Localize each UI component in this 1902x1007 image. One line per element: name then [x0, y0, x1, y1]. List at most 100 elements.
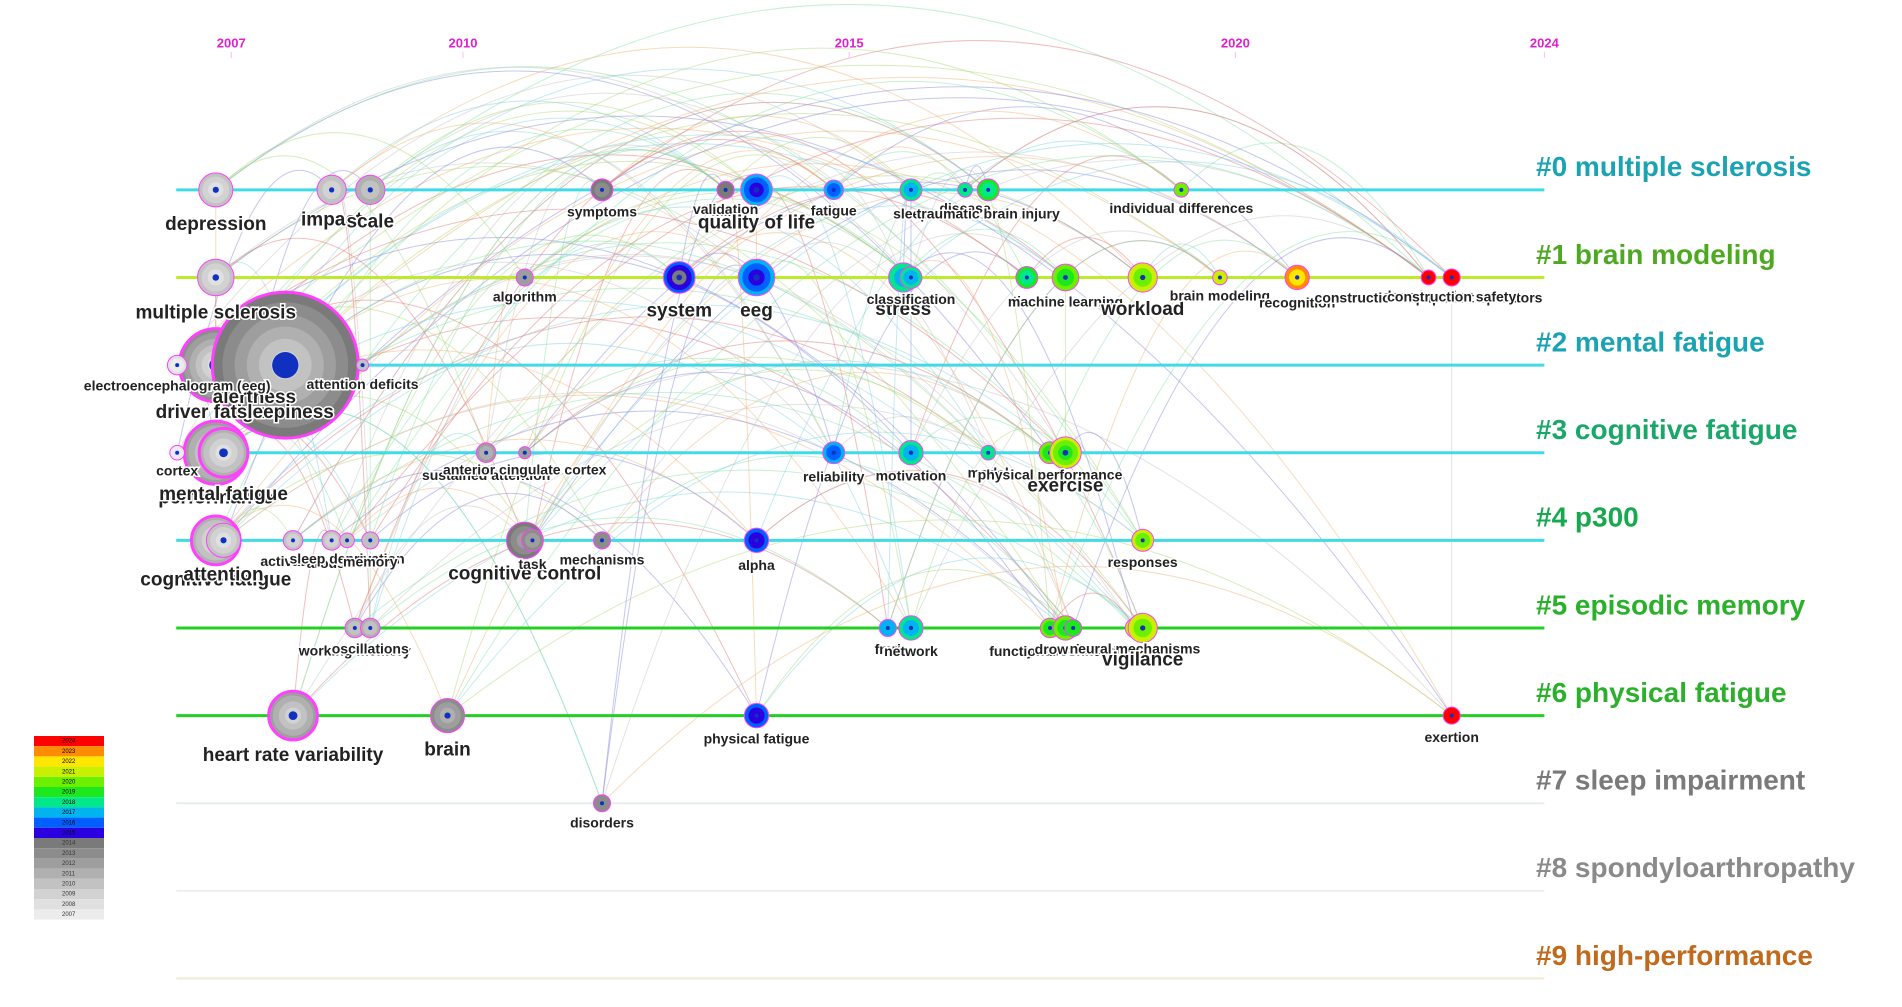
node-label: arousal — [307, 555, 357, 571]
node-label: sleep — [893, 206, 929, 222]
legend-label: 2011 — [62, 871, 76, 877]
node-core — [484, 450, 489, 455]
node-core — [368, 538, 373, 543]
node-label: workload — [1100, 299, 1184, 320]
citation-arc — [346, 362, 1453, 716]
citation-arc — [910, 215, 1429, 629]
citation-arc — [756, 471, 1136, 629]
citation-arc — [524, 150, 835, 453]
citation-arc — [369, 516, 889, 629]
node-core — [986, 450, 991, 455]
citation-arc — [254, 261, 835, 454]
citation-arc — [362, 242, 1144, 541]
node-label: stress — [875, 299, 931, 320]
citation-arc — [369, 101, 757, 191]
citation-arc — [253, 117, 726, 366]
citation-arc — [292, 149, 726, 716]
citation-arc — [292, 101, 989, 541]
citation-arc — [215, 342, 835, 541]
node-label: brain modeling — [1170, 287, 1270, 303]
citation-arc — [369, 403, 1144, 629]
citation-arcs — [176, 4, 1453, 804]
legend-label: 2008 — [62, 902, 76, 908]
citation-arc — [725, 136, 912, 191]
node-label: sleep deprivation — [290, 550, 405, 566]
citation-arc — [362, 92, 989, 366]
legend-swatch — [34, 848, 104, 859]
legend-swatch — [34, 868, 104, 879]
node-label: recognition — [1259, 294, 1335, 310]
node-label: functional connectivity — [989, 643, 1142, 659]
citation-arc — [369, 186, 1028, 541]
node-label: memory — [343, 554, 398, 570]
cluster-label: #7 sleep impairment — [1536, 765, 1805, 796]
node-core — [329, 187, 335, 193]
node-label: responses — [1108, 554, 1178, 570]
citation-arc — [756, 241, 989, 453]
node-core — [1449, 713, 1454, 718]
citation-arc — [756, 569, 1074, 716]
cluster-label: #2 mental fatigue — [1536, 326, 1765, 357]
legend-swatch — [34, 787, 104, 798]
citation-arc — [725, 174, 889, 629]
node-label: model — [968, 465, 1009, 481]
legend-swatch — [34, 756, 104, 767]
node-label: vigilance — [1102, 650, 1183, 671]
node-core — [522, 275, 527, 280]
citation-arc — [833, 151, 1028, 278]
node-label: alertness — [213, 387, 296, 408]
node-label: attention deficits — [307, 376, 419, 392]
citation-arc — [601, 371, 1051, 541]
node-label: dynamics — [1018, 642, 1083, 658]
node-label: classification — [867, 291, 956, 307]
node-label: mental fatigue — [159, 484, 288, 505]
citation-arc — [1049, 231, 1453, 629]
nodes — [166, 172, 1461, 813]
node-core — [599, 801, 604, 806]
citation-arc — [524, 356, 1144, 629]
legend-swatch — [34, 909, 104, 920]
citation-arc — [215, 66, 1144, 541]
node-label: time — [1012, 293, 1041, 309]
citation-arc — [215, 154, 912, 366]
citation-arc — [215, 70, 1051, 454]
citation-arc — [485, 266, 526, 453]
node-core — [352, 625, 357, 630]
node-core — [367, 187, 373, 193]
node-core — [754, 538, 759, 543]
legend-label: 2020 — [62, 779, 76, 785]
citation-arc — [485, 175, 1144, 454]
cluster-label: #3 cognitive fatigue — [1536, 414, 1797, 445]
citation-arc — [292, 149, 726, 716]
node-label: construction equipment operators — [1315, 289, 1543, 305]
citation-arc — [964, 106, 1429, 278]
citation-arc — [292, 469, 757, 716]
citation-arc — [756, 260, 912, 629]
cluster-label: #9 high-performance — [1536, 940, 1813, 971]
node-label: deep learning — [1383, 287, 1474, 303]
citation-arc — [1049, 592, 1136, 629]
labels: 2007 2010 2015 2020 2024 #0 multiple sclerosi… — [34, 35, 1855, 971]
citation-arc — [362, 86, 1452, 366]
node-core — [986, 187, 991, 192]
node-label: exercise — [1027, 476, 1103, 497]
citation-arc — [292, 438, 757, 541]
node-label: fmri — [875, 641, 901, 657]
citation-arc — [223, 304, 1066, 541]
citation-arc — [292, 101, 989, 541]
citation-arc — [346, 80, 1182, 541]
node-label: quality of life — [698, 213, 815, 234]
node-core — [360, 363, 365, 368]
node-core — [831, 450, 836, 455]
citation-arc — [756, 175, 912, 629]
node-core — [1062, 449, 1069, 456]
node-core — [1217, 275, 1222, 280]
citation-arc — [215, 237, 526, 541]
node-label: brain — [424, 740, 470, 761]
node-core — [1140, 274, 1146, 281]
citation-arc — [964, 180, 1051, 629]
node-label: depression — [165, 214, 266, 235]
citation-arc — [833, 415, 1074, 629]
node-core — [175, 363, 180, 368]
citation-arc — [354, 505, 526, 629]
